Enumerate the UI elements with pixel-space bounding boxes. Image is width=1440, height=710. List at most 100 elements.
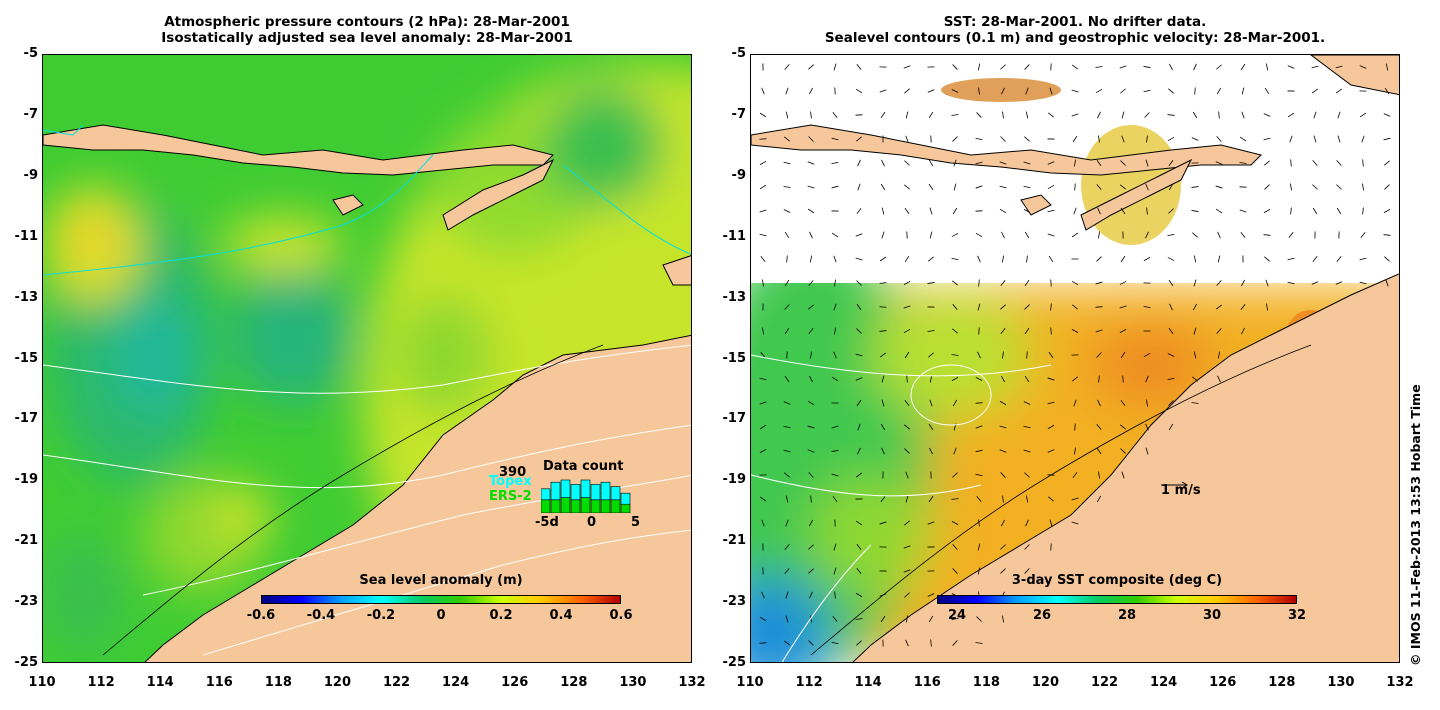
velocity-arrow <box>785 519 789 527</box>
velocity-arrow <box>905 495 909 503</box>
velocity-arrow <box>999 185 1007 189</box>
right-x-tick: 114 <box>854 675 882 690</box>
velocity-arrow <box>759 377 767 381</box>
velocity-arrow <box>856 303 862 311</box>
velocity-arrow <box>952 544 958 550</box>
velocity-arrow <box>903 545 911 549</box>
velocity-arrow <box>1119 305 1127 309</box>
velocity-arrow <box>880 183 886 191</box>
left-y-tick: -25 <box>14 655 39 670</box>
ers2-count-bar <box>620 503 631 513</box>
velocity-arrow <box>1002 351 1004 359</box>
velocity-arrow <box>951 521 959 525</box>
left-title-line2: Isostatically adjusted sea level anomaly… <box>161 30 573 46</box>
velocity-arrow <box>1168 88 1174 94</box>
velocity-arrow <box>1311 281 1319 285</box>
velocity-arrow <box>833 567 837 575</box>
ers2-count-bar <box>610 499 621 513</box>
velocity-arrow <box>831 473 839 477</box>
sea-level-anomaly-map[interactable]: Sea level anomaly (m) -0.6 -0.4 -0.2 0 0.2 0.… <box>42 54 692 663</box>
velocity-arrow <box>784 231 790 239</box>
velocity-arrow <box>1071 280 1079 286</box>
velocity-arrow <box>951 233 959 237</box>
velocity-arrow <box>1048 255 1054 263</box>
velocity-arrow <box>905 639 909 647</box>
velocity-arrow <box>1047 377 1055 381</box>
velocity-arrow <box>1384 256 1390 262</box>
velocity-arrow <box>1000 328 1006 334</box>
velocity-arrow <box>783 209 791 213</box>
velocity-arrow <box>855 592 863 598</box>
velocity-arrow <box>1025 87 1029 95</box>
velocity-arrow <box>807 425 815 429</box>
velocity-arrow <box>783 186 791 188</box>
velocity-arrow <box>1119 281 1127 285</box>
dc-axis-mid: 0 <box>587 515 597 530</box>
velocity-arrow <box>1240 63 1246 71</box>
velocity-arrow <box>1287 112 1295 118</box>
velocity-arrow <box>1049 519 1053 527</box>
velocity-arrow <box>1145 159 1149 167</box>
velocity-arrow <box>807 161 815 165</box>
velocity-arrow <box>1383 113 1391 117</box>
velocity-arrow <box>953 447 957 455</box>
ers2-count-bar <box>560 497 571 513</box>
velocity-arrow <box>952 568 958 574</box>
velocity-arrow <box>976 496 982 502</box>
velocity-arrow <box>1217 255 1221 263</box>
velocity-arrow <box>810 495 812 503</box>
velocity-arrow <box>1215 161 1223 165</box>
velocity-arrow <box>1192 376 1198 382</box>
velocity-arrow <box>1287 65 1295 69</box>
velocity-arrow <box>807 208 815 214</box>
velocity-arrow <box>810 615 812 623</box>
velocity-arrow <box>1121 471 1125 479</box>
velocity-arrow <box>759 160 767 166</box>
velocity-arrow <box>1145 423 1149 431</box>
velocity-arrow <box>1337 111 1341 119</box>
velocity-arrow <box>808 544 814 550</box>
velocity-arrow <box>1120 399 1126 407</box>
velocity-arrow <box>808 640 814 646</box>
velocity-arrow <box>951 617 959 621</box>
velocity-arrow <box>786 255 788 263</box>
velocity-arrow <box>855 377 863 381</box>
velocity-arrow <box>1168 327 1174 335</box>
topex-count-bar <box>620 492 631 505</box>
velocity-arrow <box>1120 88 1126 94</box>
velocity-arrow <box>1096 159 1102 167</box>
velocity-arrow <box>1167 257 1175 261</box>
right-y-tick: -13 <box>722 289 747 305</box>
velocity-arrow <box>1000 544 1006 550</box>
velocity-arrow <box>929 447 933 455</box>
velocity-arrow <box>1288 232 1294 238</box>
velocity-arrow <box>808 136 814 142</box>
velocity-arrow <box>1193 327 1197 335</box>
velocity-arrow <box>1096 495 1102 503</box>
velocity-arrow <box>952 399 958 407</box>
velocity-arrow <box>1143 305 1151 309</box>
velocity-arrow <box>1362 207 1364 215</box>
velocity-arrow <box>1168 423 1174 431</box>
velocity-arrow <box>927 593 935 597</box>
velocity-arrow <box>880 111 886 119</box>
left-x-tick: 128 <box>560 675 588 690</box>
right-x-tick: 124 <box>1150 675 1178 690</box>
velocity-arrow <box>904 448 910 454</box>
velocity-arrow <box>857 447 861 455</box>
velocity-arrow <box>1360 232 1366 238</box>
velocity-arrow <box>808 568 814 574</box>
sla-colorbar-title: Sea level anomaly (m) <box>359 573 523 588</box>
legend-topex: Topex <box>489 474 532 489</box>
data-count-title: Data count <box>543 459 624 474</box>
velocity-arrow <box>831 641 839 645</box>
sst-map[interactable]: 1 m/s 3-day SST composite (deg C) 24 26 28… <box>750 54 1400 663</box>
velocity-arrow <box>759 209 767 213</box>
velocity-arrow <box>905 471 909 479</box>
velocity-arrow <box>1312 256 1318 262</box>
velocity-arrow <box>1240 304 1246 310</box>
velocity-arrow <box>808 280 814 286</box>
velocity-arrow <box>1071 64 1079 70</box>
velocity-arrow <box>1145 183 1149 191</box>
velocity-arrow <box>856 63 862 71</box>
